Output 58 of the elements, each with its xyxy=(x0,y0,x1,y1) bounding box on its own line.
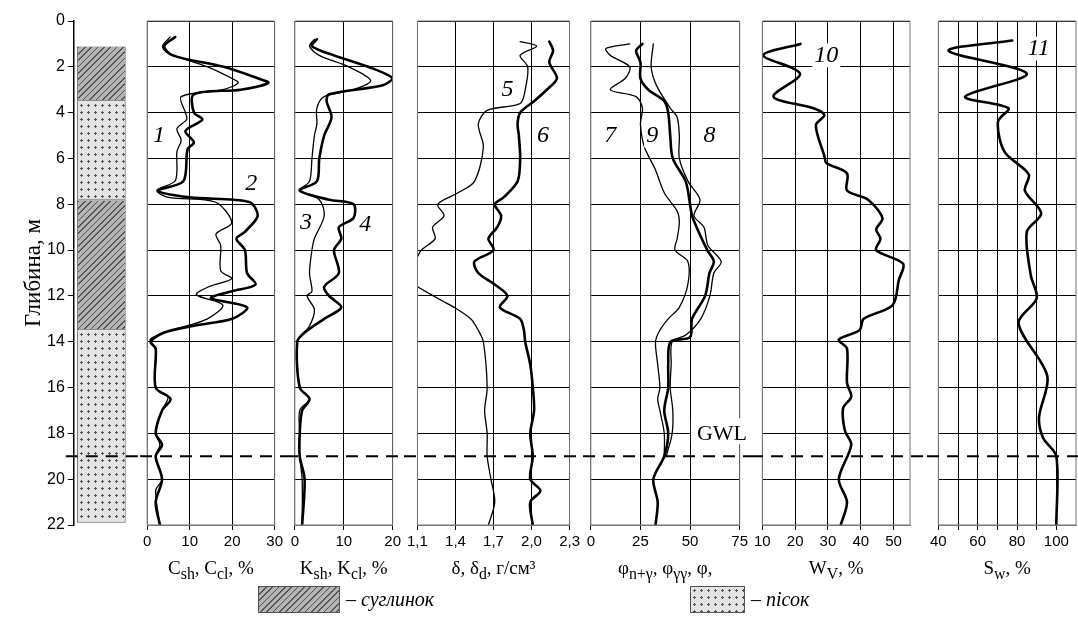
y-tick-label: 20 xyxy=(47,469,65,487)
x-tick-label: 0 xyxy=(586,532,595,550)
x-tick-label: 50 xyxy=(681,532,699,550)
x-tick-label: 25 xyxy=(632,532,649,550)
annotation: 10 xyxy=(814,40,839,67)
x-tick-label: 2,3 xyxy=(559,532,580,550)
x-tick-label: 10 xyxy=(754,532,771,550)
x-axis-title: W$_{V}$, % xyxy=(808,556,864,584)
annotation: 7 xyxy=(604,120,618,147)
annotation: 11 xyxy=(1027,33,1050,60)
y-tick-label: 16 xyxy=(47,377,65,395)
x-axis-title: φ$_{n+γ}$, φ$_{γγ}$, φ, xyxy=(617,556,713,585)
x-tick-label: 0 xyxy=(143,532,152,550)
y-tick-label: 8 xyxy=(55,194,65,212)
annotation: 8 xyxy=(703,120,716,147)
x-tick-label: 10 xyxy=(335,532,353,550)
y-tick-label: 12 xyxy=(47,286,65,304)
annotation: 5 xyxy=(501,75,514,102)
annotation: 4 xyxy=(359,210,372,237)
annotation: 3 xyxy=(299,207,313,234)
x-axis-title: C$_{sh}$, C$_{cl}$, % xyxy=(168,556,254,584)
x-tick-label: 10 xyxy=(181,532,199,550)
x-axis-title: K$_{sh}$, K$_{cl}$, % xyxy=(299,556,388,584)
y-tick-label: 2 xyxy=(55,57,65,75)
x-axis-title: S$_{w}$, % xyxy=(983,556,1031,584)
x-tick-label: 0 xyxy=(290,532,299,550)
x-tick-label: 1,7 xyxy=(483,532,504,550)
x-tick-label: 50 xyxy=(885,532,902,550)
annotation: 2 xyxy=(245,168,258,195)
legend-label: – суглинок xyxy=(346,588,435,611)
x-tick-label: 30 xyxy=(819,532,837,550)
y-tick-label: 0 xyxy=(55,11,65,29)
y-tick-label: 10 xyxy=(47,240,65,258)
x-tick-label: 20 xyxy=(786,532,804,550)
x-tick-label: 20 xyxy=(223,532,241,550)
x-axis-title: δ, δ$_{d}$, г/см³ xyxy=(451,556,536,584)
x-tick-label: 1,4 xyxy=(445,532,466,550)
ref-line-label: GWL xyxy=(696,420,747,446)
x-tick-label: 80 xyxy=(1008,532,1026,550)
annotation: 6 xyxy=(536,120,549,147)
y-tick-label: 14 xyxy=(47,332,65,350)
y-tick-label: 18 xyxy=(47,423,65,441)
y-tick-label: 22 xyxy=(47,515,65,533)
y-tick-label: 6 xyxy=(55,148,65,166)
y-axis-title: Глибина, м xyxy=(20,218,46,327)
x-tick-label: 2,0 xyxy=(521,532,542,550)
y-tick-label: 4 xyxy=(55,103,65,121)
legend-label: – пісок xyxy=(751,588,810,611)
x-tick-label: 30 xyxy=(266,532,283,550)
x-tick-label: 100 xyxy=(1043,532,1069,550)
annotation: 9 xyxy=(646,120,659,147)
annotation: 1 xyxy=(153,120,166,147)
x-tick-label: 75 xyxy=(731,532,748,550)
x-tick-label: 40 xyxy=(852,532,870,550)
x-tick-label: 40 xyxy=(930,532,947,550)
x-tick-label: 1,1 xyxy=(407,532,428,550)
x-tick-label: 60 xyxy=(969,532,987,550)
x-tick-label: 20 xyxy=(384,532,401,550)
